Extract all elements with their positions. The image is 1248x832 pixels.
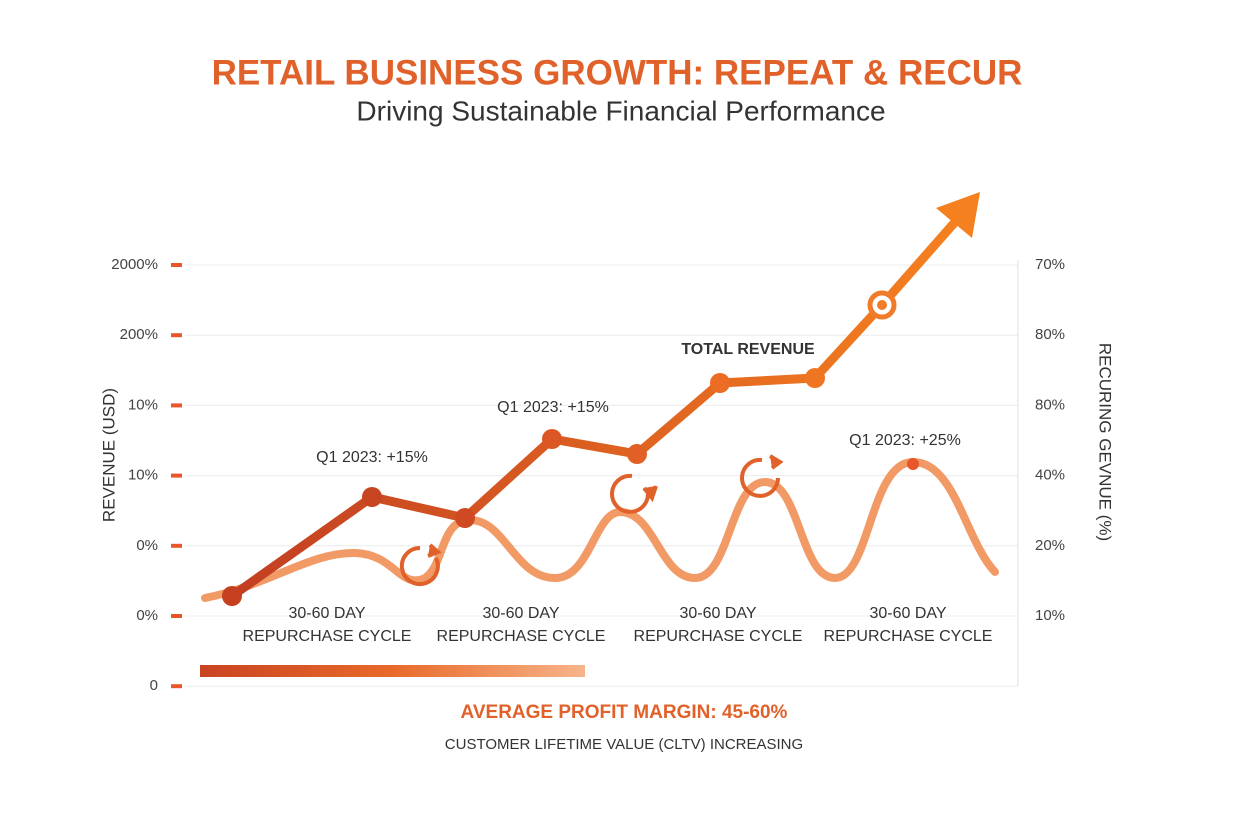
- left-tick-label: 0%: [136, 537, 158, 554]
- left-tick-label: 10%: [128, 396, 158, 413]
- title: RETAIL BUSINESS GROWTH: REPEAT & RECUR: [212, 53, 1023, 92]
- cycle-label: REPURCHASE CYCLE: [437, 628, 606, 645]
- left-tick-label: 2000%: [111, 256, 158, 273]
- cycle-labels: 30-60 DAY REPURCHASE CYCLE 30-60 DAY REPURC…: [243, 605, 993, 645]
- cycle-label: 30-60 DAY: [679, 605, 756, 622]
- grid: 2000% 200% 10% 10% 0% 0% 0 70% 80% 80% 40% 20% 10%: [111, 256, 1065, 694]
- subtitle: Driving Sustainable Financial Performanc…: [356, 95, 885, 126]
- footer-highlight: AVERAGE PROFIT MARGIN: 45-60%: [461, 702, 788, 723]
- annotation: TOTAL REVENUE: [681, 341, 815, 358]
- cycle-label: 30-60 DAY: [869, 605, 946, 622]
- left-tick-label: 10%: [128, 467, 158, 484]
- right-tick-label: 80%: [1035, 326, 1065, 343]
- cycle-label: REPURCHASE CYCLE: [634, 628, 803, 645]
- right-tick-label: 20%: [1035, 537, 1065, 554]
- left-tick-label: 200%: [120, 326, 158, 343]
- right-tick-label: 10%: [1035, 607, 1065, 624]
- right-tick-label: 70%: [1035, 256, 1065, 273]
- footer-caption: CUSTOMER LIFETIME VALUE (CLTV) INCREASIN…: [445, 736, 803, 753]
- gradient-bar: [200, 665, 585, 677]
- right-tick-label: 40%: [1035, 467, 1065, 484]
- left-tick-label: 0: [150, 677, 158, 694]
- right-axis-title: RECURING GEVNUE (%): [1096, 343, 1115, 541]
- left-axis-title: REVENUE (USD): [99, 388, 118, 522]
- annotation: Q1 2023: +15%: [497, 399, 609, 416]
- left-tick-label: 0%: [136, 607, 158, 624]
- cycle-icons: [399, 454, 784, 586]
- wave-marker: [907, 458, 919, 470]
- cycle-label: 30-60 DAY: [482, 605, 559, 622]
- revenue-points: [222, 290, 897, 606]
- annotation: Q1 2023: +15%: [316, 449, 428, 466]
- annotation: Q1 2023: +25%: [849, 432, 961, 449]
- cycle-label: 30-60 DAY: [288, 605, 365, 622]
- cycle-label: REPURCHASE CYCLE: [243, 628, 412, 645]
- cycle-label: REPURCHASE CYCLE: [824, 628, 993, 645]
- right-tick-label: 80%: [1035, 396, 1065, 413]
- arrow-head: [936, 192, 980, 238]
